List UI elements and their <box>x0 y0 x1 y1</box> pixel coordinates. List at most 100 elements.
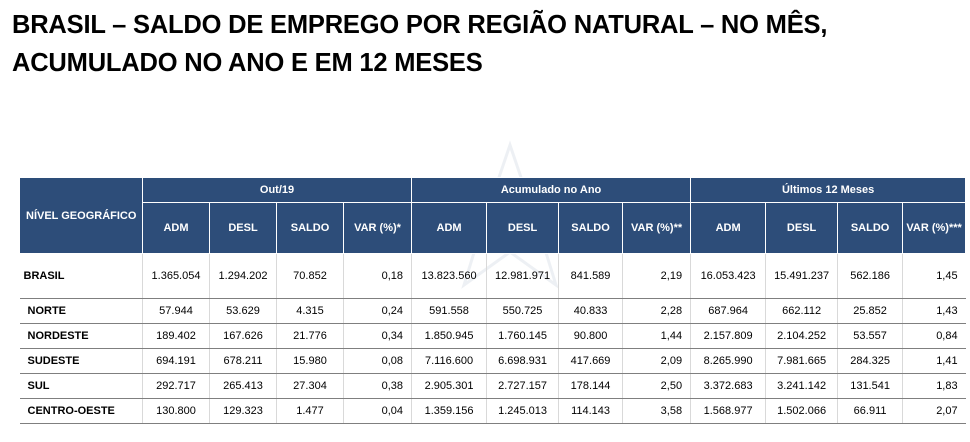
cell-value: 15.491.237 <box>765 253 839 299</box>
cell-value: 417.669 <box>558 348 624 374</box>
cell-value: 678.211 <box>209 348 277 374</box>
cell-value: 8.265.990 <box>690 348 767 374</box>
cell-value: 1.245.013 <box>486 398 560 424</box>
cell-value: 841.589 <box>558 253 624 299</box>
cell-value: 265.413 <box>209 373 277 399</box>
cell-value: 0,18 <box>343 253 413 299</box>
row-label: SUDESTE <box>19 348 143 374</box>
table-row: SUL 292.717 265.413 27.304 0,38 2.905.30… <box>19 373 966 399</box>
cell-value: 1.294.202 <box>209 253 277 299</box>
cell-value: 284.325 <box>837 348 904 374</box>
col-header: ADM <box>690 202 767 254</box>
cell-value: 90.800 <box>558 323 624 349</box>
cell-value: 13.823.560 <box>411 253 488 299</box>
cell-value: 12.981.971 <box>486 253 560 299</box>
table-row: NORDESTE 189.402 167.626 21.776 0,34 1.8… <box>19 323 966 349</box>
cell-value: 15.980 <box>276 348 344 374</box>
cell-value: 2,09 <box>622 348 692 374</box>
cell-value: 1,43 <box>902 298 966 324</box>
row-label: BRASIL <box>19 253 143 299</box>
cell-value: 0,84 <box>902 323 966 349</box>
cell-value: 591.558 <box>411 298 488 324</box>
cell-value: 129.323 <box>209 398 277 424</box>
cell-value: 2.104.252 <box>765 323 839 349</box>
cell-value: 1.568.977 <box>690 398 767 424</box>
cell-value: 114.143 <box>558 398 624 424</box>
group-header-year: Acumulado no Ano <box>411 177 692 203</box>
col-header: ADM <box>142 202 210 254</box>
cell-value: 178.144 <box>558 373 624 399</box>
cell-value: 57.944 <box>142 298 210 324</box>
cell-value: 1.365.054 <box>142 253 210 299</box>
col-header: DESL <box>765 202 839 254</box>
table-row: NORTE 57.944 53.629 4.315 0,24 591.558 5… <box>19 298 966 324</box>
cell-value: 40.833 <box>558 298 624 324</box>
cell-value: 167.626 <box>209 323 277 349</box>
cell-value: 0,38 <box>343 373 413 399</box>
cell-value: 2,07 <box>902 398 966 424</box>
cell-value: 0,34 <box>343 323 413 349</box>
cell-value: 1,45 <box>902 253 966 299</box>
cell-value: 1,83 <box>902 373 966 399</box>
row-label: NORDESTE <box>19 323 143 349</box>
cell-value: 2.905.301 <box>411 373 488 399</box>
col-header: VAR (%)*** <box>902 202 967 254</box>
table-row: CENTRO-OESTE 130.800 129.323 1.477 0,04 … <box>19 398 966 424</box>
cell-value: 1,44 <box>622 323 692 349</box>
row-label: SUL <box>19 373 143 399</box>
cell-value: 130.800 <box>142 398 210 424</box>
col-header: SALDO <box>276 202 344 254</box>
table-row: SUDESTE 694.191 678.211 15.980 0,08 7.11… <box>19 348 966 374</box>
cell-value: 16.053.423 <box>690 253 767 299</box>
cell-value: 550.725 <box>486 298 560 324</box>
col-header: VAR (%)** <box>622 202 692 254</box>
row-label: NORTE <box>19 298 143 324</box>
cell-value: 53.629 <box>209 298 277 324</box>
col-header: VAR (%)* <box>342 202 413 254</box>
col-header: DESL <box>486 202 560 254</box>
cell-value: 292.717 <box>142 373 210 399</box>
cell-value: 1.359.156 <box>411 398 488 424</box>
cell-value: 70.852 <box>276 253 344 299</box>
header-geo-level: NÍVEL GEOGRÁFICO <box>19 177 143 254</box>
cell-value: 562.186 <box>837 253 904 299</box>
cell-value: 694.191 <box>142 348 210 374</box>
cell-value: 687.964 <box>690 298 767 324</box>
cell-value: 53.557 <box>837 323 904 349</box>
cell-value: 3.372.683 <box>690 373 767 399</box>
cell-value: 66.911 <box>837 398 904 424</box>
cell-value: 189.402 <box>142 323 210 349</box>
row-label: CENTRO-OESTE <box>19 398 143 424</box>
cell-value: 1.760.145 <box>486 323 560 349</box>
cell-value: 1.502.066 <box>765 398 839 424</box>
title-line-2: ACUMULADO NO ANO E EM 12 MESES <box>12 49 483 77</box>
page-title: BRASIL – SALDO DE EMPREGO POR REGIÃO NAT… <box>12 6 962 82</box>
cell-value: 1.477 <box>276 398 344 424</box>
cell-value: 2.157.809 <box>690 323 767 349</box>
col-header: SALDO <box>558 202 624 254</box>
cell-value: 21.776 <box>276 323 344 349</box>
cell-value: 7.116.600 <box>411 348 488 374</box>
cell-value: 2,28 <box>622 298 692 324</box>
group-header-12-months: Últimos 12 Meses <box>690 177 967 203</box>
cell-value: 1.850.945 <box>411 323 488 349</box>
col-header: ADM <box>411 202 488 254</box>
col-header: SALDO <box>837 202 904 254</box>
cell-value: 7.981.665 <box>765 348 839 374</box>
cell-value: 3.241.142 <box>765 373 839 399</box>
cell-value: 27.304 <box>276 373 344 399</box>
cell-value: 0,24 <box>343 298 413 324</box>
cell-value: 2,19 <box>622 253 692 299</box>
employment-balance-table: NÍVEL GEOGRÁFICO Out/19 Acumulado no Ano… <box>19 177 967 424</box>
cell-value: 1,41 <box>902 348 966 374</box>
cell-value: 0,08 <box>343 348 413 374</box>
cell-value: 0,04 <box>343 398 413 424</box>
cell-value: 131.541 <box>837 373 904 399</box>
group-header-month: Out/19 <box>141 177 413 203</box>
cell-value: 3,58 <box>622 398 692 424</box>
cell-value: 2.727.157 <box>486 373 560 399</box>
table-row: BRASIL 1.365.054 1.294.202 70.852 0,18 1… <box>19 253 966 299</box>
cell-value: 2,50 <box>622 373 692 399</box>
col-header: DESL <box>209 202 277 254</box>
cell-value: 4.315 <box>276 298 344 324</box>
